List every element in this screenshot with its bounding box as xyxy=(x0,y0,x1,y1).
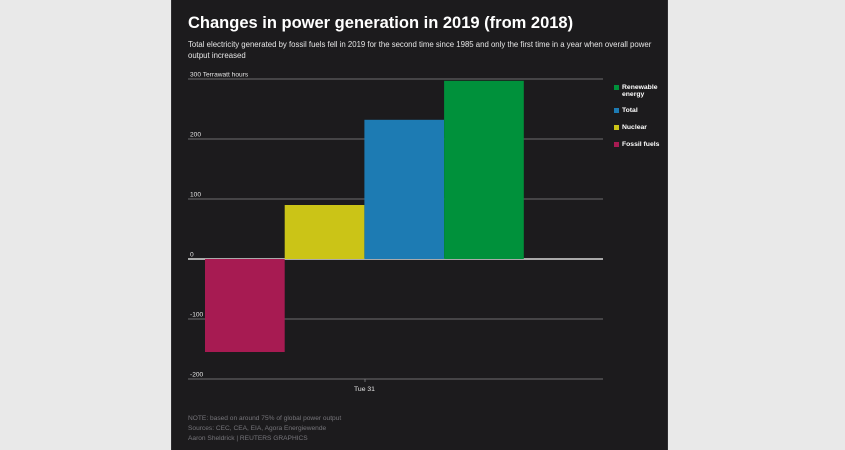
bar-nuclear xyxy=(284,205,365,259)
y-tick-label: -200 xyxy=(190,372,204,379)
y-tick-label: 0 xyxy=(190,252,194,259)
legend-swatch xyxy=(614,142,619,147)
bar-chart: 300 Terrawatt hours 200 100 0 -100 -200 Tue 31 xyxy=(188,72,603,393)
chart-footer: NOTE: based on around 75% of global powe… xyxy=(188,414,341,443)
bar-total xyxy=(364,119,445,259)
x-tick-label: Tue 31 xyxy=(354,386,375,393)
legend-label: Renewable energy xyxy=(622,84,658,99)
legend-label: Total xyxy=(622,107,638,114)
y-tick-label: -100 xyxy=(190,312,204,319)
bar-fossil-fuels xyxy=(205,259,285,352)
footer-note: NOTE: based on around 75% of global powe… xyxy=(188,415,342,422)
bar-renewable-energy xyxy=(444,80,524,259)
chart-subtitle: Total electricity generated by fossil fu… xyxy=(188,40,652,60)
y-tick-label: 300 Terrawatt hours xyxy=(190,72,249,79)
y-tick-label: 100 xyxy=(190,192,201,199)
footer-credit: Aaron Sheldrick | REUTERS GRAPHICS xyxy=(188,434,308,442)
legend-swatch xyxy=(614,85,619,90)
chart-card: Changes in power generation in 2019 (fro… xyxy=(171,0,668,450)
legend-label: Nuclear xyxy=(622,124,647,131)
legend-swatch xyxy=(614,125,619,130)
y-tick-label: 200 xyxy=(190,132,201,139)
chart-title: Changes in power generation in 2019 (fro… xyxy=(188,14,574,32)
legend-label: Fossil fuels xyxy=(622,141,660,148)
footer-sources: Sources: CEC, CEA, EIA, Agora Energiewen… xyxy=(188,424,327,432)
legend-swatch xyxy=(614,108,619,113)
